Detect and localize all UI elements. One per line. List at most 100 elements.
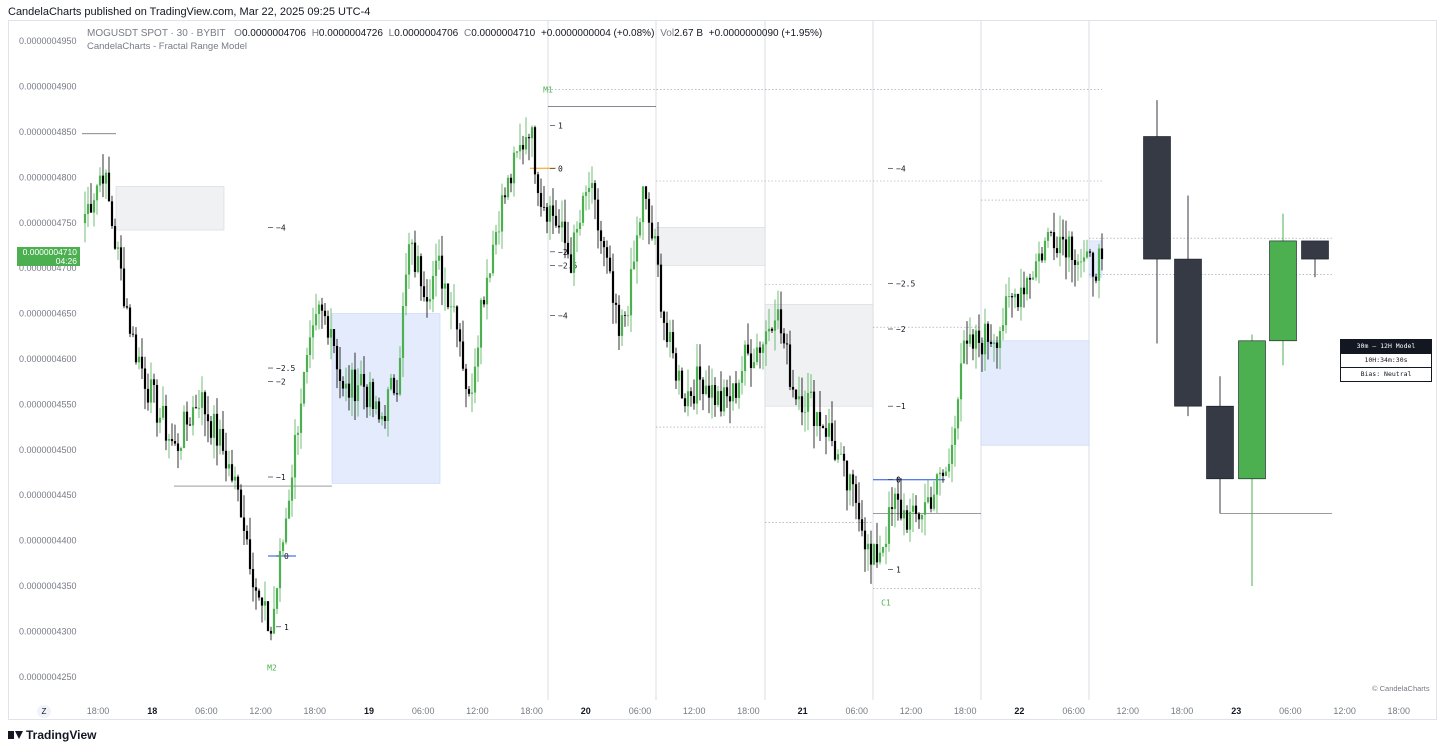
candle-body <box>950 444 954 464</box>
candle-body <box>317 304 321 315</box>
candle-body <box>869 543 873 565</box>
candle-body <box>815 412 819 427</box>
candle-body <box>122 268 126 307</box>
candle-body <box>893 493 897 509</box>
candle-body <box>611 271 615 303</box>
candle-body <box>1013 293 1017 298</box>
candle-body <box>461 341 465 369</box>
candle-body <box>431 275 435 300</box>
x-tick-label: 12:00 <box>1333 706 1356 716</box>
fractal-level-label: 0 <box>558 164 563 173</box>
candle-body <box>653 236 657 239</box>
fractal-level-label: −2 <box>276 378 286 387</box>
candle-body <box>401 306 405 358</box>
candle-body <box>656 236 660 265</box>
candle-body <box>836 454 840 460</box>
candle-body <box>602 241 606 248</box>
candle-body <box>788 344 792 387</box>
candle-body <box>875 544 879 563</box>
y-tick-label: 0.0000004750 <box>19 218 77 228</box>
candle-body <box>164 405 168 441</box>
candle-body <box>218 428 222 446</box>
y-tick-label: 0.0000004450 <box>19 490 77 500</box>
x-tick-label: 12:00 <box>249 706 272 716</box>
candle-body <box>776 309 780 321</box>
candle-body <box>1004 296 1008 326</box>
candle-body <box>1040 253 1044 261</box>
candle-body <box>485 277 489 305</box>
candle-body <box>767 328 771 332</box>
candle-body <box>260 597 264 606</box>
candle-body <box>749 353 753 368</box>
candle-body <box>101 175 105 184</box>
candle-body <box>458 329 462 342</box>
tradingview-logo[interactable]: TradingView <box>8 728 96 742</box>
chart-frame <box>8 20 1437 720</box>
model-title: 30m — 12H Model <box>1341 340 1431 353</box>
candle-body <box>518 145 522 152</box>
timezone-button[interactable]: Z <box>37 705 51 718</box>
last-price-badge: 0.0000004710 04:26 <box>17 247 80 266</box>
candle-body <box>170 439 174 442</box>
candle-body <box>746 344 750 354</box>
volume-change: +0.0000000090 (+1.95%) <box>708 28 823 39</box>
candle-body <box>323 310 327 317</box>
candle-body <box>812 391 816 427</box>
fractal-level-label: −2 <box>896 325 906 334</box>
candle-body <box>1037 253 1041 262</box>
candle-body <box>866 543 870 550</box>
candle-body <box>173 441 177 444</box>
candle-body <box>230 464 234 481</box>
y-tick-label: 0.0000004550 <box>19 399 77 409</box>
candle-body <box>989 341 993 344</box>
candle-body <box>143 368 147 389</box>
candle-body <box>881 547 885 553</box>
candle-body <box>188 424 192 426</box>
candle-body <box>515 151 519 153</box>
y-tick-label: 0.0000004400 <box>19 536 77 546</box>
x-tick-label: 18:00 <box>304 706 327 716</box>
candle-body <box>197 407 201 409</box>
candle-body <box>728 396 732 402</box>
candle-body <box>944 471 948 477</box>
candle-body <box>95 185 99 201</box>
candle-body <box>329 329 333 338</box>
x-tick-label: 06:00 <box>1279 706 1302 716</box>
candle-body <box>935 474 939 495</box>
candle-body <box>488 273 492 278</box>
candle-body <box>1007 296 1011 297</box>
volume-value: 2.67 B <box>674 28 704 39</box>
candle-body <box>1100 248 1104 260</box>
candle-body <box>1067 236 1071 258</box>
candle-body <box>386 389 390 422</box>
x-tick-label: 19 <box>364 706 374 716</box>
publisher-line: CandelaCharts published on TradingView.c… <box>8 6 371 18</box>
open-value: 0.0000004706 <box>241 28 306 39</box>
candle-body <box>902 510 906 519</box>
candle-body <box>1097 248 1101 281</box>
candle-body <box>1070 236 1074 261</box>
candle-body <box>674 353 678 381</box>
candle-body <box>158 417 162 423</box>
candle-body <box>251 569 255 588</box>
high-label: H <box>311 28 319 39</box>
candle-body <box>785 343 789 345</box>
candle-body <box>389 377 393 390</box>
fractal-level-label: −4 <box>276 223 286 232</box>
candle-body <box>992 342 996 344</box>
candle-body <box>533 127 537 175</box>
candle-body <box>410 242 414 245</box>
candle-body <box>422 286 426 298</box>
indicator-title[interactable]: CandelaCharts - Fractal Range Model <box>87 41 247 52</box>
candle-body <box>647 198 651 223</box>
candle-body <box>347 383 351 398</box>
candle-body <box>1028 277 1032 280</box>
x-tick-label: 21 <box>798 706 808 716</box>
pivot-label: C1 <box>881 598 891 607</box>
candle-body <box>419 256 423 287</box>
candle-body <box>1001 325 1005 332</box>
candle-body <box>1085 251 1089 258</box>
candle-body <box>821 426 825 429</box>
range-zone <box>115 186 225 231</box>
